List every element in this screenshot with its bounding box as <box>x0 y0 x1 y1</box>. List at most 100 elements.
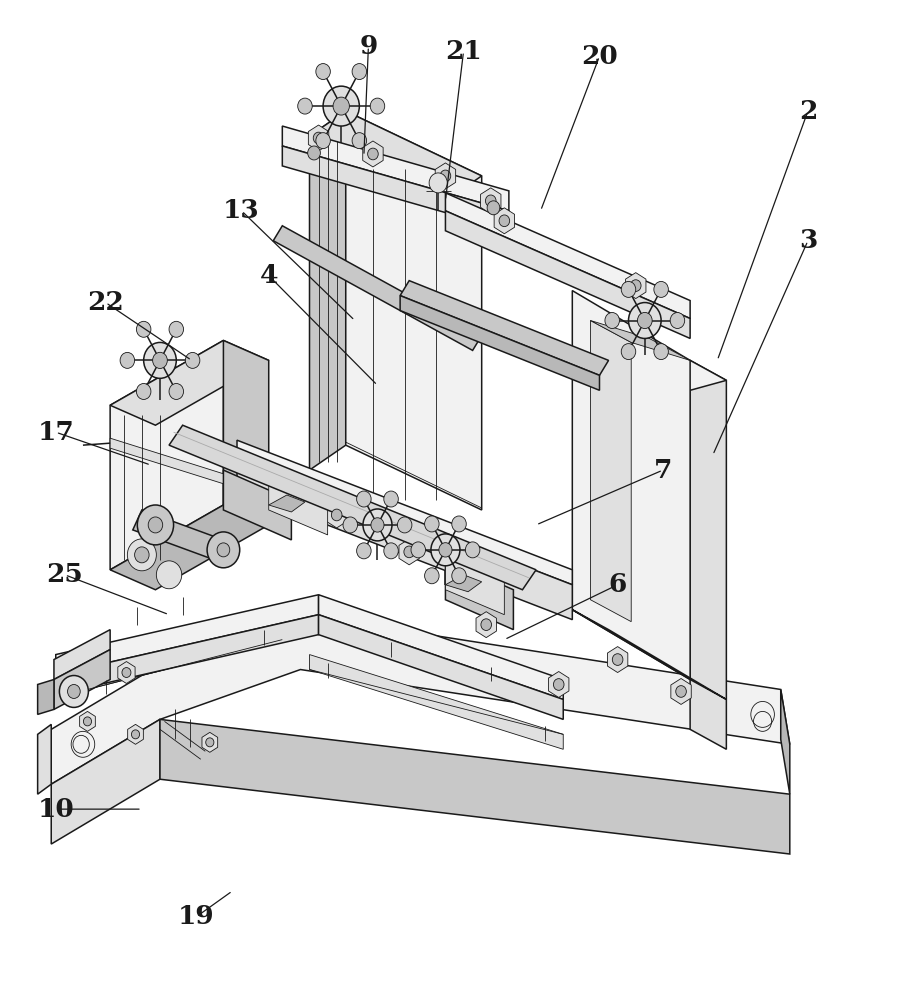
Circle shape <box>122 668 131 677</box>
Polygon shape <box>127 724 144 744</box>
Circle shape <box>207 532 240 568</box>
Circle shape <box>120 352 135 368</box>
Text: 2: 2 <box>799 99 817 124</box>
Text: 25: 25 <box>46 562 84 587</box>
Circle shape <box>440 170 451 182</box>
Circle shape <box>370 98 385 114</box>
Polygon shape <box>309 111 345 470</box>
Polygon shape <box>133 510 237 565</box>
Polygon shape <box>607 647 628 673</box>
Circle shape <box>485 195 496 207</box>
Polygon shape <box>37 724 51 794</box>
Polygon shape <box>476 612 496 638</box>
Circle shape <box>127 539 156 571</box>
Polygon shape <box>308 125 329 151</box>
Polygon shape <box>435 163 455 189</box>
Circle shape <box>367 148 378 160</box>
Circle shape <box>452 568 466 584</box>
Polygon shape <box>224 470 292 540</box>
Polygon shape <box>269 495 305 512</box>
Circle shape <box>169 321 184 337</box>
Circle shape <box>404 546 415 558</box>
Polygon shape <box>445 545 504 615</box>
Circle shape <box>604 313 619 328</box>
Circle shape <box>135 547 149 563</box>
Circle shape <box>156 561 182 589</box>
Circle shape <box>481 619 492 630</box>
Polygon shape <box>591 320 631 622</box>
Circle shape <box>136 321 151 337</box>
Circle shape <box>465 542 480 558</box>
Circle shape <box>621 281 635 297</box>
Circle shape <box>384 491 398 507</box>
Circle shape <box>352 133 366 149</box>
Circle shape <box>431 534 460 566</box>
Polygon shape <box>274 226 482 350</box>
Circle shape <box>411 542 425 558</box>
Text: 10: 10 <box>37 797 75 822</box>
Polygon shape <box>654 360 726 390</box>
Polygon shape <box>481 188 501 214</box>
Circle shape <box>487 201 500 215</box>
Polygon shape <box>51 719 160 844</box>
Circle shape <box>144 342 176 378</box>
Text: 3: 3 <box>799 228 817 253</box>
Polygon shape <box>309 655 564 749</box>
Circle shape <box>654 344 668 360</box>
Text: 4: 4 <box>259 263 278 288</box>
Polygon shape <box>55 595 318 675</box>
Circle shape <box>205 738 214 747</box>
Polygon shape <box>224 340 269 525</box>
Circle shape <box>323 86 359 126</box>
Polygon shape <box>110 340 269 425</box>
Polygon shape <box>625 273 646 299</box>
Polygon shape <box>87 625 283 689</box>
Circle shape <box>217 543 230 557</box>
Circle shape <box>439 543 452 557</box>
Circle shape <box>628 303 661 338</box>
Circle shape <box>452 516 466 532</box>
Polygon shape <box>237 440 573 585</box>
Circle shape <box>397 517 412 533</box>
Circle shape <box>169 384 184 399</box>
Polygon shape <box>400 296 600 390</box>
Circle shape <box>185 352 200 368</box>
Circle shape <box>675 686 686 697</box>
Polygon shape <box>671 679 691 704</box>
Circle shape <box>429 173 447 193</box>
Polygon shape <box>51 615 790 784</box>
Circle shape <box>343 517 357 533</box>
Polygon shape <box>237 455 573 620</box>
Circle shape <box>670 313 684 328</box>
Circle shape <box>314 132 324 144</box>
Circle shape <box>332 509 342 521</box>
Circle shape <box>352 64 366 80</box>
Circle shape <box>84 717 92 726</box>
Text: 19: 19 <box>178 904 215 929</box>
Circle shape <box>307 146 320 160</box>
Polygon shape <box>345 111 482 510</box>
Polygon shape <box>202 732 217 752</box>
Circle shape <box>621 344 635 360</box>
Circle shape <box>59 676 88 707</box>
Circle shape <box>425 516 439 532</box>
Polygon shape <box>269 465 327 535</box>
Polygon shape <box>160 719 790 854</box>
Polygon shape <box>54 630 110 680</box>
Polygon shape <box>110 505 269 590</box>
Polygon shape <box>445 575 482 592</box>
Circle shape <box>298 98 312 114</box>
Circle shape <box>137 505 174 545</box>
Text: 7: 7 <box>654 458 672 483</box>
Polygon shape <box>309 111 482 201</box>
Polygon shape <box>400 281 608 375</box>
Polygon shape <box>494 208 514 234</box>
Polygon shape <box>690 360 726 749</box>
Circle shape <box>148 517 163 533</box>
Polygon shape <box>326 502 347 528</box>
Polygon shape <box>445 560 514 630</box>
Polygon shape <box>110 340 224 570</box>
Circle shape <box>499 215 510 227</box>
Circle shape <box>356 543 371 559</box>
Polygon shape <box>118 662 135 683</box>
